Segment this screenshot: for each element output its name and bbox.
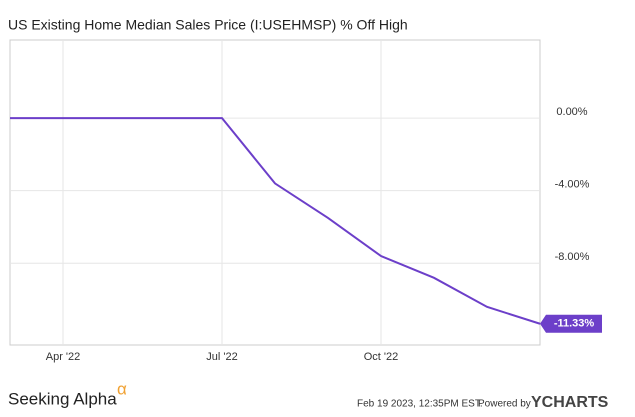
chart-title: US Existing Home Median Sales Price (I:U… xyxy=(8,17,408,33)
provider: YCHARTS xyxy=(531,394,609,411)
powered-by: Powered by xyxy=(478,399,531,410)
line xyxy=(10,117,541,325)
value-label-box xyxy=(540,314,602,333)
x-tick-label: Jul '22 xyxy=(206,351,237,363)
value-label: -11.33% xyxy=(554,318,595,330)
y-tick-label: -4.00% xyxy=(555,179,590,191)
brand-symbol: α xyxy=(117,379,127,398)
y-tick-label: -8.00% xyxy=(555,251,590,263)
brand: Seeking Alpha xyxy=(8,389,117,408)
y-tick-label: 0.00% xyxy=(556,106,587,118)
timestamp: Feb 19 2023, 12:35PM EST. xyxy=(357,399,483,410)
x-tick-label: Oct '22 xyxy=(364,351,399,363)
x-tick-label: Apr '22 xyxy=(46,351,81,363)
plot-frame xyxy=(9,39,541,346)
